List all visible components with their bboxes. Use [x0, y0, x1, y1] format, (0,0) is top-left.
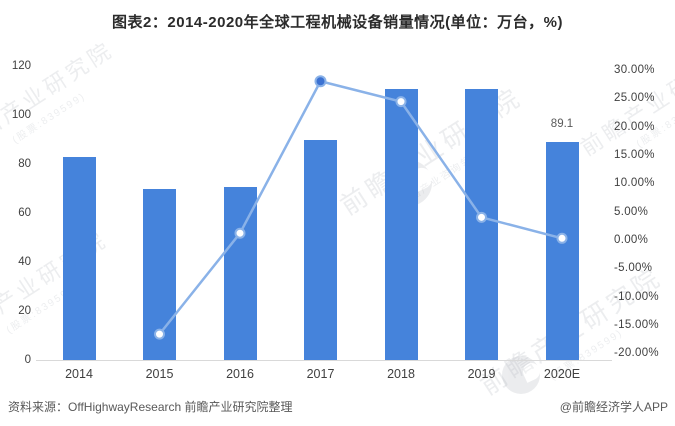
- credit-note: @前瞻经济学人APP: [559, 400, 668, 414]
- bar-2018: [384, 88, 418, 360]
- right-axis-tick-label: -15.00%: [614, 319, 659, 332]
- right-axis-tick-label: 15.00%: [614, 148, 655, 161]
- bar-2020E: [545, 141, 579, 360]
- line-marker-2018: [395, 96, 407, 108]
- x-axis-category-label: 2014: [65, 367, 93, 381]
- bar-value-label: 89.1: [550, 117, 574, 130]
- x-axis-category-label: 2019: [467, 367, 496, 381]
- growth-line: [158, 79, 563, 335]
- line-marker-2015: [154, 328, 165, 340]
- left-axis-tick-label: 20: [18, 305, 31, 317]
- left-axis-tick-label: 60: [18, 207, 31, 219]
- line-marker-2017: [314, 75, 327, 88]
- left-axis-tick-label: 0: [24, 354, 31, 366]
- right-axis-tick-label: 25.00%: [614, 92, 655, 105]
- x-axis-category-label: 2015: [145, 367, 174, 381]
- x-axis-category-label: 2017: [306, 367, 335, 381]
- right-axis-tick-label: 30.00%: [614, 63, 655, 76]
- right-axis-tick-label: 20.00%: [614, 120, 655, 133]
- x-axis-category-label: 2016: [226, 367, 254, 381]
- bar-2014: [62, 156, 96, 360]
- left-axis-tick-label: 120: [11, 60, 31, 72]
- right-axis-tick-label: -10.00%: [614, 290, 659, 303]
- line-marker-2020E: [556, 232, 568, 244]
- right-axis-tick-label: 0.00%: [614, 234, 649, 246]
- bar-2017: [304, 140, 337, 360]
- bar-2016: [223, 186, 257, 360]
- left-axis-tick-label: 40: [18, 256, 31, 268]
- source-note: 资料来源：OffHighwayResearch 前瞻产业研究院整理: [8, 400, 293, 414]
- x-axis-category-label: 2018: [387, 367, 415, 381]
- line-marker-2019: [476, 211, 487, 223]
- line-marker-2016: [234, 227, 246, 239]
- left-axis-tick-label: 100: [11, 109, 31, 121]
- right-axis-tick-label: -20.00%: [614, 347, 659, 360]
- right-axis-tick-label: 10.00%: [614, 177, 655, 190]
- left-axis-tick-label: 80: [18, 158, 31, 170]
- x-axis-category-label: 2020E: [543, 367, 581, 381]
- x-axis-line: [36, 360, 612, 361]
- bar-2019: [465, 88, 498, 360]
- right-axis-tick-label: 5.00%: [614, 205, 649, 218]
- chart-title: 图表2：2014-2020年全球工程机械设备销量情况(单位：万台，%): [112, 14, 563, 31]
- right-axis-tick-label: -5.00%: [614, 262, 653, 275]
